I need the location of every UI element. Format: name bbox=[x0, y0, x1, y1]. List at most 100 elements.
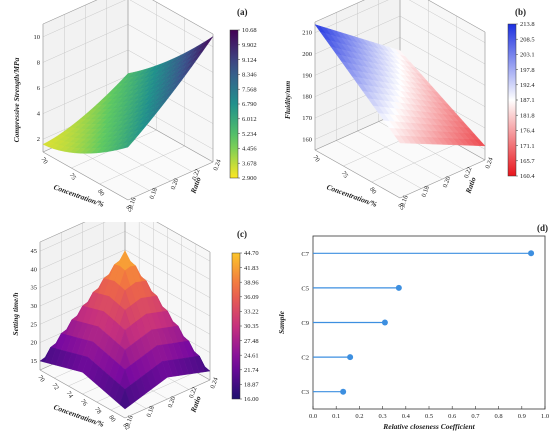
x-tick-label: 85 bbox=[396, 202, 405, 211]
y-tick-label: 0.24 bbox=[212, 158, 223, 172]
y-tick-label: 0.18 bbox=[149, 187, 159, 200]
grid-line bbox=[357, 130, 443, 180]
y-axis-label: Sample bbox=[277, 310, 286, 334]
y-tick-label: 0.18 bbox=[421, 185, 431, 198]
colorbar bbox=[507, 23, 517, 177]
z-tick-label: 200 bbox=[302, 51, 312, 58]
box-edge bbox=[156, 222, 211, 253]
box-edge bbox=[42, 0, 98, 25]
colorbar-label: 165.7 bbox=[520, 158, 535, 165]
z-axis-label: Setting time/h bbox=[11, 292, 20, 335]
x-tick-label: 70 bbox=[311, 154, 320, 163]
z-tick-label: 170 bbox=[302, 115, 312, 122]
x-axis-label: Relative closeness Coefficient bbox=[382, 422, 475, 431]
z-tick-label: 35 bbox=[31, 285, 38, 292]
y-tick-label: C7 bbox=[301, 251, 309, 258]
panel-label: (a) bbox=[237, 7, 248, 17]
colorbar-label: 41.83 bbox=[244, 265, 259, 272]
x-tick-label: 80 bbox=[107, 414, 116, 423]
grid-line bbox=[399, 37, 486, 86]
surface-cell bbox=[119, 388, 131, 410]
colorbar-label: 6.012 bbox=[242, 116, 257, 123]
colorbar-label: 197.8 bbox=[520, 67, 535, 74]
grid-line bbox=[127, 24, 214, 73]
lollipop-dot bbox=[528, 250, 535, 257]
box-edge bbox=[314, 149, 401, 199]
colorbar-label: 176.4 bbox=[520, 128, 535, 135]
box-edge bbox=[39, 222, 86, 243]
surface-cell bbox=[122, 140, 134, 149]
x-tick-label: 75 bbox=[340, 170, 349, 179]
colorbar-label: 203.1 bbox=[520, 52, 535, 59]
surface-cell bbox=[394, 135, 406, 144]
colorbar bbox=[231, 252, 241, 400]
x-tick-label: 70 bbox=[36, 374, 45, 383]
colorbar-label: 27.48 bbox=[244, 338, 259, 345]
y-tick-label: 0.22 bbox=[188, 386, 198, 399]
y-tick-label: 0.20 bbox=[170, 178, 180, 191]
x-tick-label: 0.8 bbox=[495, 413, 503, 420]
lollipop-dot bbox=[381, 319, 388, 326]
box-edge bbox=[399, 159, 486, 199]
box-edge bbox=[39, 369, 126, 419]
panel-a: 2 4 6 8 10 70 75 80 850.16 0.18 0.20 0.22 0.24 Compre… bbox=[12, 0, 257, 213]
y-tick-label: 0.22 bbox=[191, 168, 201, 181]
z-tick-label: 8 bbox=[37, 59, 40, 66]
z-tick-label: 4 bbox=[37, 111, 41, 118]
colorbar-label: 192.4 bbox=[520, 82, 535, 89]
z-tick-label: 15 bbox=[31, 358, 38, 365]
panel-c: 15 20 25 30 35 40 45 70 72 74 76 78 80 820.16 0.18 0.20… bbox=[11, 222, 259, 431]
y-tick-label: 0.18 bbox=[146, 405, 156, 418]
y-tick-label: C9 bbox=[301, 320, 309, 327]
box-edge bbox=[127, 161, 214, 201]
x-tick-label: 80 bbox=[368, 186, 377, 195]
colorbar-label: 187.1 bbox=[520, 97, 535, 104]
y-tick-label: 0.16 bbox=[124, 414, 135, 428]
box-edge bbox=[314, 0, 365, 23]
y-tick-label: 0.16 bbox=[399, 194, 410, 208]
colorbar-label: 30.35 bbox=[244, 323, 259, 330]
x-tick-label: 0.7 bbox=[471, 413, 480, 420]
z-tick-label: 10 bbox=[34, 34, 41, 41]
colorbar-label: 6.790 bbox=[242, 101, 257, 108]
x-tick-label: 0.0 bbox=[309, 413, 317, 420]
x-tick-label: 0.6 bbox=[448, 413, 457, 420]
colorbar-label: 21.74 bbox=[244, 367, 259, 374]
z-tick-label: 160 bbox=[302, 136, 312, 143]
x-tick-label: 0.3 bbox=[379, 413, 387, 420]
lollipop-dot bbox=[347, 354, 354, 361]
colorbar-label: 24.61 bbox=[244, 352, 259, 359]
z-tick-label: 6 bbox=[37, 85, 41, 92]
grid-line bbox=[129, 0, 214, 48]
x-tick-label: 70 bbox=[39, 156, 48, 165]
colorbar-label: 16.00 bbox=[244, 396, 259, 403]
colorbar-label: 208.5 bbox=[520, 36, 535, 43]
colorbar-label: 2.900 bbox=[242, 175, 257, 182]
colorbar-label: 18.87 bbox=[244, 382, 259, 389]
x-tick-label: 74 bbox=[65, 390, 75, 400]
lollipop-dot bbox=[395, 284, 402, 291]
z-axis-label: Fluidity/mm bbox=[283, 81, 292, 120]
x-tick-label: 78 bbox=[93, 406, 102, 415]
x-tick-label: 82 bbox=[121, 422, 130, 431]
y-tick-label: 0.20 bbox=[442, 176, 452, 189]
x-tick-label: 72 bbox=[51, 382, 60, 391]
grid-line bbox=[399, 15, 486, 65]
panel-b: 160 170 180 190 200 210 70 75 80 850.16 0.18 0.20 0.… bbox=[283, 0, 535, 211]
x-tick-label: 75 bbox=[68, 172, 77, 181]
z-tick-label: 190 bbox=[302, 72, 312, 79]
y-tick-label: C3 bbox=[301, 389, 309, 396]
colorbar-label: 8.346 bbox=[242, 72, 257, 79]
lollipop-dot bbox=[340, 388, 347, 395]
x-tick-label: 0.1 bbox=[332, 413, 340, 420]
colorbar-label: 181.8 bbox=[520, 112, 535, 119]
z-tick-label: 210 bbox=[302, 30, 312, 37]
box-edge bbox=[42, 151, 129, 201]
z-tick-label: 45 bbox=[31, 248, 38, 255]
panel-label: (c) bbox=[237, 229, 247, 239]
colorbar-label: 9.124 bbox=[242, 57, 257, 64]
z-axis-label: Compressive Strength/MPa bbox=[12, 57, 21, 142]
colorbar-label: 33.22 bbox=[244, 309, 259, 316]
x-axis-label: Concentration/% bbox=[325, 182, 378, 209]
z-tick-label: 40 bbox=[31, 266, 38, 273]
